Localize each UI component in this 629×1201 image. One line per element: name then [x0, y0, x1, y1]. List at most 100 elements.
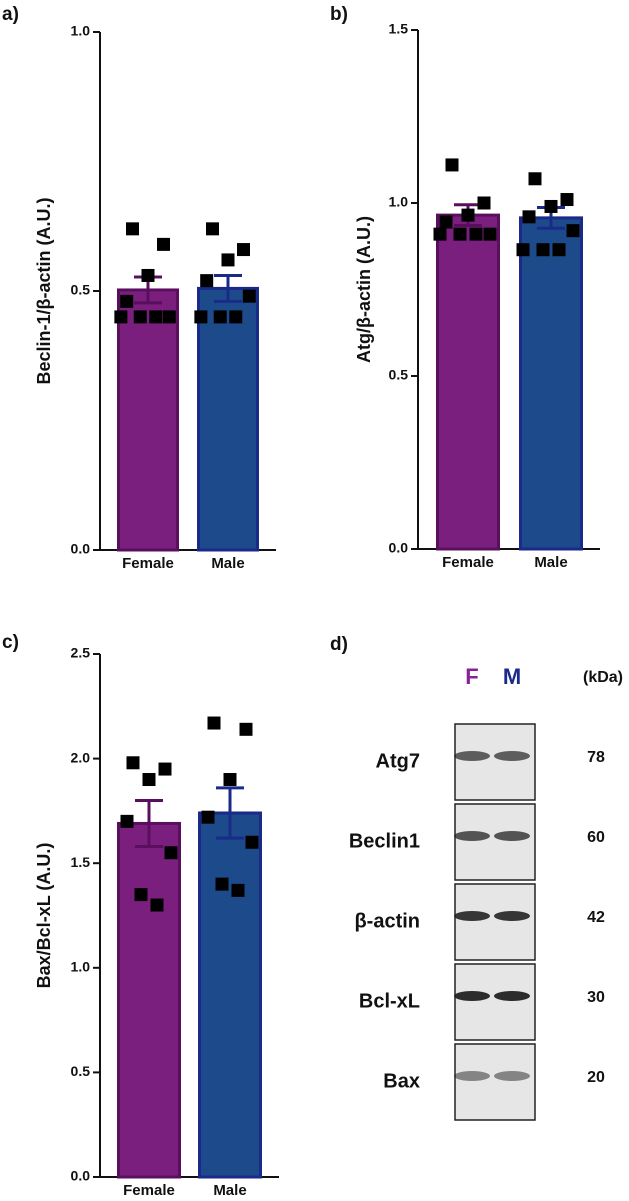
bar	[436, 213, 500, 551]
data-point	[213, 310, 227, 324]
data-point	[158, 762, 172, 776]
blot-box	[454, 1043, 536, 1121]
band	[494, 911, 530, 921]
y-tick-label: 2.0	[71, 749, 91, 765]
data-point	[239, 722, 253, 736]
data-point	[201, 810, 215, 824]
blot-box	[454, 803, 536, 881]
data-point	[126, 222, 139, 236]
band	[454, 991, 490, 1001]
protein-label: β-actin	[354, 910, 420, 932]
data-point	[141, 268, 155, 282]
protein-label: Atg7	[376, 750, 420, 772]
x-tick-label: Female	[122, 555, 174, 572]
bar	[197, 286, 259, 552]
band	[494, 751, 530, 761]
bar	[198, 811, 262, 1179]
bar	[519, 216, 583, 551]
y-tick-label: 1.5	[71, 854, 91, 870]
x-tick-label: Female	[123, 1182, 175, 1199]
data-point	[223, 773, 237, 787]
data-point	[229, 310, 243, 324]
data-point	[528, 172, 542, 186]
data-point	[560, 193, 574, 207]
data-point	[445, 158, 459, 172]
y-tick-label: 1.5	[389, 21, 409, 37]
error-bar	[216, 786, 244, 840]
data-point	[544, 199, 558, 213]
data-point	[157, 237, 170, 251]
data-point	[133, 310, 147, 324]
panel-label: c)	[2, 632, 19, 653]
data-point	[207, 716, 221, 730]
data-point	[237, 243, 250, 257]
band	[454, 751, 490, 761]
y-tick-label: 0.0	[71, 1168, 91, 1184]
data-point	[242, 289, 256, 303]
y-tick-label: 1.0	[71, 959, 91, 975]
x-tick-label: Male	[213, 1182, 246, 1199]
unit-label: (kDa)	[583, 669, 623, 686]
data-point	[516, 243, 530, 257]
kda-label: 60	[587, 829, 605, 846]
data-point	[483, 227, 497, 241]
bar	[117, 821, 181, 1179]
blot-box	[454, 723, 536, 801]
blot-box	[454, 963, 536, 1041]
kda-label: 30	[587, 989, 605, 1006]
y-tick-label: 0.5	[71, 1063, 91, 1079]
data-point	[134, 888, 148, 902]
data-point	[164, 846, 178, 860]
data-point	[126, 756, 140, 770]
band	[494, 1071, 530, 1081]
data-point	[439, 215, 453, 229]
kda-label: 20	[587, 1069, 605, 1086]
y-tick-label: 0.0	[71, 541, 91, 557]
x-tick-label: Female	[442, 554, 494, 571]
data-point	[142, 773, 156, 787]
protein-label: Bcl-xL	[359, 990, 420, 1012]
panel-label: a)	[2, 4, 19, 25]
band	[454, 831, 490, 841]
data-point	[469, 227, 483, 241]
x-tick-label: Male	[211, 555, 244, 572]
kda-label: 42	[587, 909, 605, 926]
data-point	[149, 310, 163, 324]
data-point	[200, 274, 214, 288]
y-axis-label: Bax/Bcl-xL (A.U.)	[34, 843, 54, 989]
data-point	[194, 310, 208, 324]
y-axis-label: Atg/β-actin (A.U.)	[354, 216, 374, 363]
data-point	[215, 877, 229, 891]
y-axis-label: Beclin-1/β-actin (A.U.)	[34, 197, 54, 384]
lane-label: F	[465, 664, 478, 689]
data-point	[536, 243, 550, 257]
data-point	[552, 243, 566, 257]
band	[494, 831, 530, 841]
error-bar	[214, 273, 242, 303]
data-point	[522, 210, 536, 224]
panel-label: d)	[330, 634, 348, 655]
x-tick-label: Male	[534, 554, 567, 571]
data-point	[453, 227, 467, 241]
band	[454, 911, 490, 921]
panel-label: b)	[330, 4, 348, 25]
kda-label: 78	[587, 749, 605, 766]
y-tick-label: 0.0	[389, 540, 409, 556]
y-tick-label: 2.5	[71, 645, 91, 661]
lane-label: M	[503, 664, 521, 689]
protein-label: Beclin1	[349, 830, 420, 852]
bar	[117, 288, 179, 552]
data-point	[120, 294, 134, 308]
data-point	[566, 224, 580, 238]
blot-box	[454, 883, 536, 961]
data-point	[231, 883, 245, 897]
data-point	[477, 196, 491, 210]
data-point	[150, 898, 164, 912]
data-point	[120, 814, 134, 828]
band	[494, 991, 530, 1001]
data-point	[114, 310, 128, 324]
error-bar	[135, 798, 163, 848]
data-point	[206, 222, 219, 236]
data-point	[461, 208, 475, 222]
